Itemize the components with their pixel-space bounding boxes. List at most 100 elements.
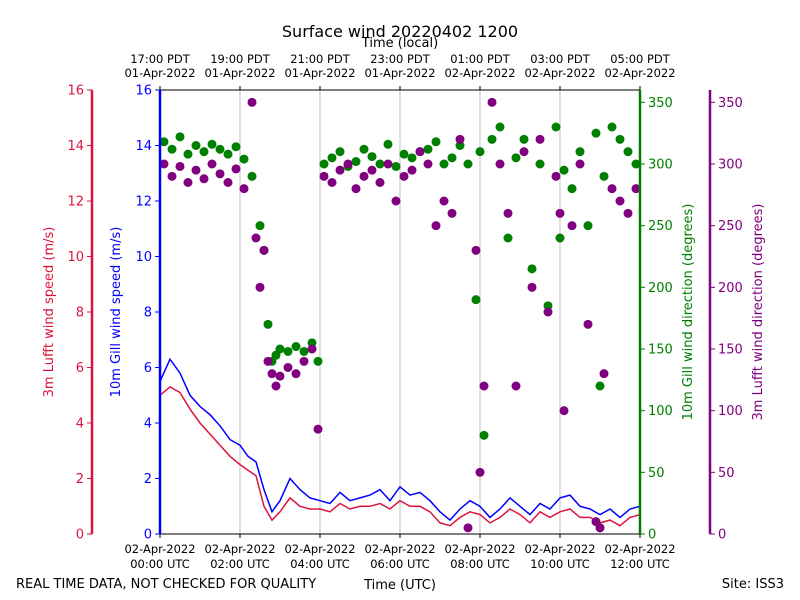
data-point-gill-dir [407,153,417,163]
data-point-lufft-dir [283,363,293,372]
data-point-lufft-dir [271,381,281,391]
data-point-gill-dir [223,149,233,159]
data-point-lufft-dir [255,282,265,292]
data-point-lufft-dir [519,147,529,157]
data-point-gill-dir [607,122,617,132]
bottom-tick-label-date: 02-Apr-2022 [364,542,435,556]
axis-tick-label: 10 [67,250,84,265]
data-point-lufft-dir [575,159,585,169]
bottom-tick-label-date: 02-Apr-2022 [284,542,355,556]
data-point-lufft-dir [335,165,345,175]
data-point-lufft-dir [327,178,337,187]
axis-tick-label: 2 [144,472,152,487]
data-point-lufft-dir [471,245,481,255]
data-point-gill-dir [527,264,537,274]
top-tick-label-date: 01-Apr-2022 [284,66,355,80]
data-point-lufft-dir [267,369,277,379]
axis-tick-label: 8 [144,306,152,321]
bottom-tick-label-time: 06:00 UTC [370,557,430,571]
data-point-lufft-dir [183,178,193,187]
data-point-gill-dir [503,233,513,243]
axis-title: 10m Gill wind direction (degrees) [681,204,696,421]
data-point-gill-dir [183,149,193,159]
bottom-tick-label-date: 02-Apr-2022 [124,542,195,556]
axis-title: 3m Lufft wind speed (m/s) [42,227,57,398]
data-point-gill-dir [247,171,257,181]
data-point-gill-dir [423,144,433,154]
top-tick-label-time: 17:00 PDT [130,52,191,66]
axis-tick-label: 14 [135,139,152,154]
data-point-lufft-dir [607,184,617,194]
data-point-lufft-dir [623,208,633,218]
data-point-gill-dir [455,141,465,150]
axis-tick-label: 300 [648,158,673,173]
axis-tick-label: 250 [718,219,743,234]
bottom-tick-label-time: 00:00 UTC [130,557,190,571]
axis-tick-label: 300 [718,158,743,173]
data-point-lufft-dir [551,171,561,181]
data-point-gill-dir [207,139,217,149]
data-point-gill-dir [559,165,569,175]
data-point-gill-dir [567,184,577,194]
axis-tick-label: 6 [76,361,84,376]
data-point-gill-dir [351,157,361,167]
data-point-lufft-dir [555,208,565,218]
axis-tick-label: 4 [144,417,152,432]
top-tick-label-time: 21:00 PDT [290,52,351,66]
data-point-lufft-dir [159,159,169,169]
axis-tick-label: 12 [67,195,84,210]
data-point-gill-dir [479,430,489,440]
top-tick-label-date: 02-Apr-2022 [444,66,515,80]
top-tick-label-date: 01-Apr-2022 [124,66,195,80]
axis-tick-label: 6 [144,361,152,376]
top-tick-label-time: 05:00 PDT [610,52,671,66]
bottom-tick-label-date: 02-Apr-2022 [204,542,275,556]
bottom-tick-label-time: 08:00 UTC [450,557,510,571]
data-point-gill-dir [299,346,309,356]
axis-tick-label: 0 [144,528,152,543]
axis-tick-label: 100 [648,404,673,419]
data-point-lufft-dir [307,344,317,354]
data-point-lufft-dir [263,356,273,366]
axis-tick-label: 200 [648,281,673,296]
data-point-lufft-dir [343,159,353,169]
data-point-lufft-dir [383,159,393,169]
data-point-lufft-dir [299,356,309,366]
data-point-gill-dir [313,356,323,366]
data-point-lufft-dir [463,523,473,533]
data-point-gill-dir [307,338,317,348]
axis-tick-label: 10 [135,250,152,265]
data-point-lufft-dir [207,159,217,169]
series-layer [159,97,641,533]
data-point-lufft-dir [511,381,521,391]
data-point-gill-dir [439,159,449,169]
axis-tick-label: 150 [718,343,743,358]
site-label: Site: ISS3 [722,577,784,592]
data-point-gill-dir [495,122,505,132]
data-point-lufft-dir [599,369,609,379]
data-point-gill-dir [471,295,481,305]
data-point-lufft-dir [375,178,385,187]
top-axis-label: Time (local) [361,36,438,51]
top-tick-label-time: 19:00 PDT [210,52,271,66]
data-point-lufft-dir [175,161,185,171]
data-point-lufft-dir [415,147,425,157]
data-point-gill-dir [327,153,337,163]
data-point-lufft-dir [259,245,269,255]
axis-tick-label: 0 [718,528,726,543]
bottom-tick-label-date: 02-Apr-2022 [604,542,675,556]
data-point-gill-dir [555,233,565,243]
bottom-tick-label-time: 02:00 UTC [210,557,270,571]
top-tick-label-time: 01:00 PDT [450,52,511,66]
data-point-lufft-dir [567,221,577,231]
axis-tick-label: 16 [135,84,152,99]
data-point-lufft-dir [313,424,323,434]
data-point-gill-dir [615,134,625,144]
data-point-lufft-dir [455,134,465,144]
quality-disclaimer: REAL TIME DATA, NOT CHECKED FOR QUALITY [16,577,316,592]
axis-lufft-speed: 0 2 4 6 8 10 12 14 16 3m Lufft wind speed (m/s) [42,84,94,543]
axis-tick-label: 100 [718,404,743,419]
data-point-lufft-dir [291,369,301,379]
